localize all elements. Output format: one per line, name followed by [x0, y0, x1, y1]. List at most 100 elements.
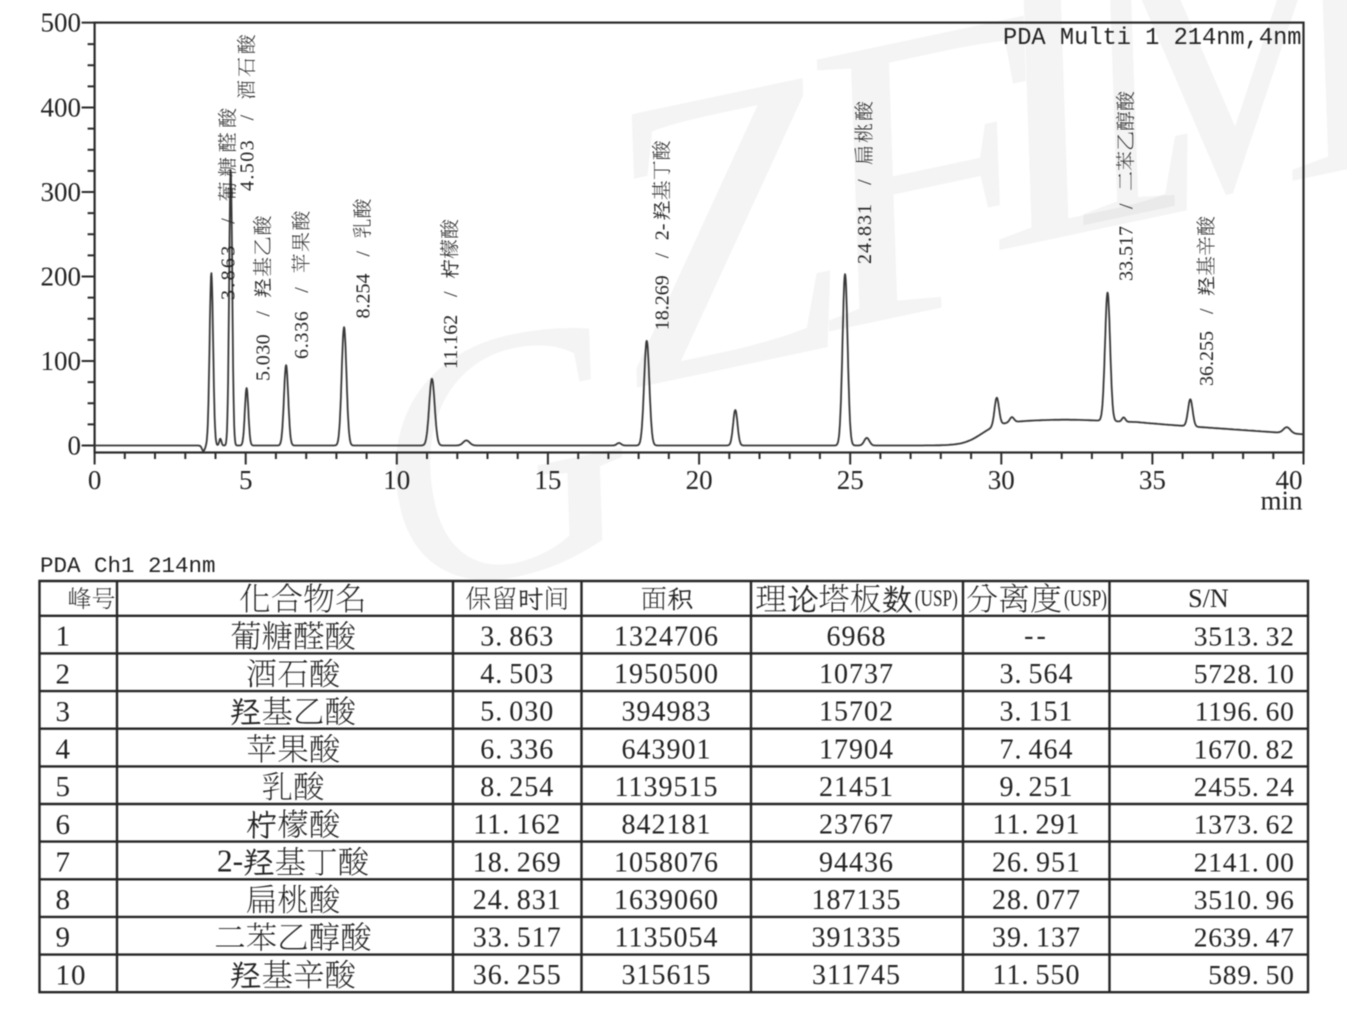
svg-text:1139515: 1139515: [615, 772, 719, 803]
svg-text:24.831: 24.831: [854, 203, 876, 264]
svg-text:35: 35: [1139, 465, 1166, 495]
svg-text:/: /: [854, 179, 876, 185]
svg-text:9.251: 9. 251: [1000, 772, 1074, 803]
svg-text:9: 9: [56, 922, 72, 954]
svg-text:--: --: [1024, 621, 1049, 652]
svg-text:2-: 2-: [652, 224, 674, 241]
svg-text:10: 10: [56, 959, 87, 991]
svg-text:PDA Multi 1 214nm,4nm: PDA Multi 1 214nm,4nm: [1003, 25, 1302, 52]
svg-text:0: 0: [88, 465, 102, 495]
svg-text:/: /: [1116, 203, 1138, 209]
svg-text:2: 2: [56, 658, 72, 690]
svg-text:17904: 17904: [819, 734, 894, 765]
svg-text:6968: 6968: [827, 621, 887, 652]
svg-text:100: 100: [41, 346, 82, 376]
svg-text:6: 6: [56, 809, 72, 841]
svg-text:0: 0: [68, 431, 82, 461]
svg-text:200: 200: [41, 262, 82, 292]
svg-text:7: 7: [56, 847, 72, 879]
svg-text:5.030: 5.030: [253, 334, 275, 381]
svg-text:1373.62: 1373. 62: [1194, 809, 1295, 840]
svg-text:1950500: 1950500: [614, 659, 719, 690]
svg-text:187135: 187135: [812, 885, 902, 916]
svg-text:3.863: 3.863: [480, 621, 554, 652]
svg-text:40: 40: [1276, 465, 1303, 495]
svg-text:11.162: 11.162: [440, 315, 462, 369]
svg-text:8.254: 8.254: [480, 772, 554, 803]
svg-text:3.151: 3. 151: [1000, 697, 1074, 728]
svg-text:11.550: 11. 550: [993, 960, 1081, 991]
svg-text:28.077: 28. 077: [992, 885, 1081, 916]
svg-text:3510.96: 3510. 96: [1194, 884, 1295, 915]
svg-text:1670.82: 1670. 82: [1194, 733, 1295, 764]
svg-text:10737: 10737: [819, 659, 894, 690]
svg-text:1: 1: [56, 621, 72, 653]
svg-text:2-: 2-: [217, 843, 243, 878]
svg-text:4: 4: [56, 734, 72, 766]
svg-text:39.137: 39. 137: [992, 923, 1081, 954]
svg-text:5: 5: [56, 771, 72, 803]
svg-text:20: 20: [686, 465, 713, 495]
svg-text:/: /: [237, 114, 259, 120]
svg-text:1324706: 1324706: [614, 621, 719, 652]
svg-text:26.951: 26. 951: [992, 847, 1081, 878]
svg-text:5: 5: [239, 465, 253, 495]
svg-text:PDA Ch1 214nm: PDA Ch1 214nm: [40, 553, 216, 579]
svg-text:3: 3: [56, 696, 72, 728]
svg-text:11.291: 11. 291: [993, 810, 1081, 841]
svg-text:36.255: 36.255: [1196, 331, 1218, 386]
svg-text:1058076: 1058076: [614, 847, 719, 878]
svg-text:15: 15: [534, 465, 561, 495]
svg-text:/: /: [353, 251, 375, 257]
svg-text:24.831: 24.831: [473, 885, 562, 916]
svg-text:391335: 391335: [812, 923, 902, 954]
svg-text:8.254: 8.254: [353, 274, 375, 319]
svg-text:/: /: [218, 218, 240, 224]
svg-text:400: 400: [41, 93, 82, 123]
svg-text:643901: 643901: [622, 734, 712, 765]
svg-text:8: 8: [56, 884, 72, 916]
svg-text:(USP): (USP): [915, 586, 958, 611]
svg-text:589.50: 589. 50: [1208, 959, 1294, 990]
svg-text:1135054: 1135054: [615, 923, 719, 954]
svg-text:/: /: [652, 252, 674, 258]
svg-text:36.255: 36.255: [473, 960, 562, 991]
svg-text:/: /: [440, 291, 462, 297]
svg-text:/: /: [1196, 308, 1218, 314]
svg-text:2141.00: 2141. 00: [1194, 846, 1295, 877]
svg-text:311745: 311745: [812, 960, 901, 991]
svg-text:33.517: 33.517: [1116, 226, 1138, 281]
svg-text:10: 10: [383, 465, 410, 495]
svg-text:394983: 394983: [622, 697, 712, 728]
svg-text:30: 30: [988, 465, 1015, 495]
svg-text:842181: 842181: [622, 810, 712, 841]
svg-text:2455.24: 2455. 24: [1194, 771, 1295, 802]
svg-text:18.269: 18.269: [473, 847, 562, 878]
svg-text:500: 500: [41, 8, 82, 38]
svg-text:15702: 15702: [819, 697, 894, 728]
svg-text:23767: 23767: [819, 810, 894, 841]
svg-text:300: 300: [41, 177, 82, 207]
svg-text:(USP): (USP): [1064, 586, 1107, 611]
svg-text:4.503: 4.503: [237, 139, 259, 191]
svg-text:11.162: 11.162: [473, 810, 561, 841]
svg-text:7.464: 7. 464: [1000, 734, 1074, 765]
svg-text:1639060: 1639060: [614, 885, 719, 916]
svg-text:6.336: 6.336: [291, 311, 313, 360]
svg-text:33.517: 33.517: [473, 923, 562, 954]
svg-text:min: min: [1260, 486, 1303, 516]
svg-text:315615: 315615: [622, 960, 712, 991]
svg-text:3513.32: 3513. 32: [1194, 620, 1295, 651]
svg-text:18.269: 18.269: [652, 275, 674, 330]
svg-text:/: /: [253, 311, 275, 317]
svg-text:94436: 94436: [819, 847, 894, 878]
svg-text:/: /: [291, 287, 313, 293]
svg-text:5728.10: 5728. 10: [1194, 658, 1295, 689]
svg-text:3.564: 3. 564: [1000, 659, 1074, 690]
svg-text:2639.47: 2639. 47: [1194, 922, 1295, 953]
svg-text:1196.60: 1196. 60: [1195, 696, 1295, 727]
svg-text:5.030: 5.030: [480, 697, 554, 728]
svg-text:6.336: 6.336: [480, 734, 554, 765]
svg-text:S/N: S/N: [1188, 584, 1229, 613]
svg-text:4.503: 4.503: [480, 659, 554, 690]
